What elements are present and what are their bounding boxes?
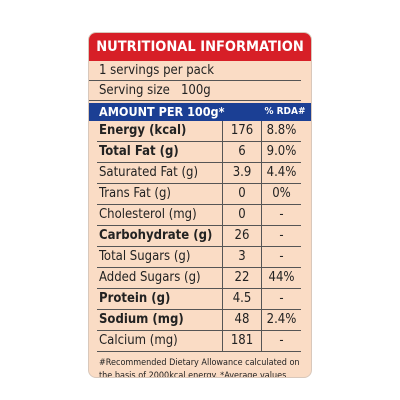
serving-size: Serving size 100g — [89, 81, 301, 101]
nutrient-amount: 0 — [223, 205, 262, 225]
nutrient-rda: 9.0% — [266, 144, 297, 159]
nutrient-row: Total Sugars (g) 3 - — [97, 247, 301, 268]
nutrient-name: Sodium (mg) — [97, 310, 223, 330]
serving-size-label: Serving size — [99, 83, 170, 98]
nutrient-row: Total Fat (g) 6 9.0% — [97, 142, 301, 163]
nutrient-name: Total Sugars (g) — [97, 247, 223, 267]
nutrient-amount: 6 — [223, 142, 262, 162]
nutrient-amount: 3.9 — [223, 163, 262, 183]
nutrient-name: Saturated Fat (g) — [97, 163, 223, 183]
nutrient-rda: - — [279, 207, 284, 222]
nutrition-label: NUTRITIONAL INFORMATION 1 servings per p… — [88, 32, 312, 378]
nutrient-row: Calcium (mg) 181 - — [97, 331, 301, 352]
nutrient-rda: 2.4% — [266, 312, 297, 327]
nutrient-name: Cholesterol (mg) — [97, 205, 223, 225]
nutrient-row: Energy (kcal) 176 8.8% — [97, 121, 301, 142]
nutrient-row: Sodium (mg) 48 2.4% — [97, 310, 301, 331]
nutrient-name: Calcium (mg) — [97, 331, 223, 351]
nutrient-amount: 176 — [223, 121, 262, 141]
nutrient-name: Carbohydrate (g) — [97, 226, 223, 246]
nutrient-rda: - — [279, 291, 284, 306]
nutrient-amount: 26 — [223, 226, 262, 246]
nutrient-row: Protein (g) 4.5 - — [97, 289, 301, 310]
nutrient-row: Added Sugars (g) 22 44% — [97, 268, 301, 289]
nutrient-amount: 181 — [223, 331, 262, 351]
nutrient-amount: 48 — [223, 310, 262, 330]
nutrient-amount: 4.5 — [223, 289, 262, 309]
nutrient-rda: 8.8% — [266, 123, 297, 138]
nutrient-amount: 3 — [223, 247, 262, 267]
nutrient-row: Trans Fat (g) 0 0% — [97, 184, 301, 205]
nutrient-name: Protein (g) — [97, 289, 223, 309]
header-amount: AMOUNT PER 100g* — [99, 104, 225, 119]
table-body: Energy (kcal) 176 8.8% Total Fat (g) 6 9.0% Sa… — [89, 121, 311, 352]
nutrient-row: Carbohydrate (g) 26 - — [97, 226, 301, 247]
table-header: AMOUNT PER 100g* % RDA# — [89, 103, 311, 121]
nutrient-amount: 0 — [223, 184, 262, 204]
nutrient-rda: - — [279, 249, 284, 264]
serving-size-value: 100g — [180, 83, 211, 98]
header-rda: % RDA# — [264, 106, 306, 117]
nutrient-name: Added Sugars (g) — [97, 268, 223, 288]
nutrient-name: Energy (kcal) — [97, 121, 223, 141]
nutrient-rda: 44% — [268, 270, 295, 285]
nutrient-rda: 0% — [272, 186, 291, 201]
nutrient-name: Total Fat (g) — [97, 142, 223, 162]
nutrient-rda: - — [279, 333, 284, 348]
nutrient-rda: 4.4% — [266, 165, 297, 180]
footnote: #Recommended Dietary Allowance calculate… — [99, 358, 300, 378]
servings: 1 servings per pack — [89, 61, 301, 81]
title: NUTRITIONAL INFORMATION — [89, 33, 311, 61]
nutrient-name: Trans Fat (g) — [97, 184, 223, 204]
nutrient-amount: 22 — [223, 268, 262, 288]
nutrient-rda: - — [279, 228, 284, 243]
nutrient-row: Cholesterol (mg) 0 - — [97, 205, 301, 226]
nutrient-row: Saturated Fat (g) 3.9 4.4% — [97, 163, 301, 184]
